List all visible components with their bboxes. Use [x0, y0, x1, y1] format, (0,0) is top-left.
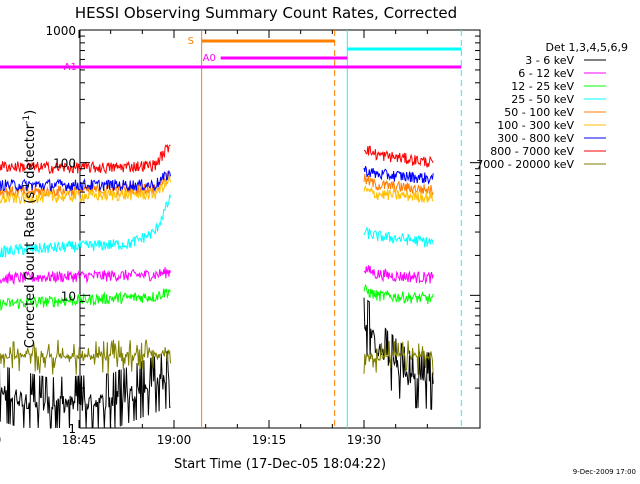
legend-label: 7000 - 20000 keV	[476, 158, 574, 171]
series-4	[0, 194, 434, 258]
series-line	[0, 170, 171, 192]
legend-label: 6 - 12 keV	[518, 67, 574, 80]
plot-area: NSA0A1	[0, 29, 481, 429]
series-line	[363, 185, 434, 204]
x-tick-label: 19:15	[252, 433, 287, 447]
series-1	[0, 297, 434, 429]
series-5	[0, 170, 434, 198]
legend-label: 3 - 6 keV	[525, 54, 574, 67]
saa-bar-label: S	[188, 36, 194, 47]
series-line	[0, 194, 171, 258]
series-line	[0, 267, 171, 286]
attenuator-bar-a0-label: A0	[203, 53, 216, 64]
legend-label: 300 - 800 keV	[497, 132, 574, 145]
series-line	[0, 170, 171, 198]
series-6	[0, 175, 434, 205]
series-8	[0, 143, 434, 175]
y-tick-label: 1000	[45, 24, 76, 38]
plot-frame	[79, 29, 481, 429]
x-tick-label: 18:30	[0, 433, 1, 447]
series-9	[0, 339, 434, 376]
series-7	[0, 166, 434, 192]
series-line	[0, 175, 171, 205]
series-line	[363, 265, 434, 285]
legend-label: 25 - 50 keV	[511, 93, 574, 106]
x-tick-label: 19:30	[347, 433, 382, 447]
legend-title: Det 1,3,4,5,6,9	[545, 41, 628, 54]
y-tick-label: 10	[61, 289, 76, 303]
chart-title: HESSI Observing Summary Count Rates, Cor…	[75, 4, 457, 22]
x-axis-label: Start Time (17-Dec-05 18:04:22)	[174, 457, 386, 472]
series-line	[0, 288, 171, 312]
series-3	[0, 283, 434, 312]
x-tick-label: 19:00	[157, 433, 192, 447]
series-line	[363, 166, 434, 185]
series-2	[0, 265, 434, 286]
legend-label: 12 - 25 keV	[511, 80, 574, 93]
legend-label: 100 - 300 keV	[497, 119, 574, 132]
series-line	[363, 226, 434, 248]
footer-date: 9-Dec-2009 17:00	[573, 468, 636, 476]
series-line	[0, 350, 171, 429]
x-tick-label: 18:45	[62, 433, 97, 447]
series-line	[363, 145, 434, 168]
series-line	[363, 340, 434, 376]
series-line	[363, 297, 434, 410]
series-line	[0, 339, 171, 375]
y-axis-label: Corrected Count Rate (s-1 detector-1)	[22, 110, 38, 348]
series-line	[363, 174, 434, 197]
series-line	[0, 143, 171, 175]
legend-label: 50 - 100 keV	[504, 106, 574, 119]
attenuator-bar-a1-label: A1	[64, 62, 77, 73]
y-tick-label: 1	[68, 422, 76, 436]
y-tick-label: 100	[53, 157, 76, 171]
series-line	[363, 283, 434, 304]
legend-label: 800 - 7000 keV	[490, 145, 574, 158]
